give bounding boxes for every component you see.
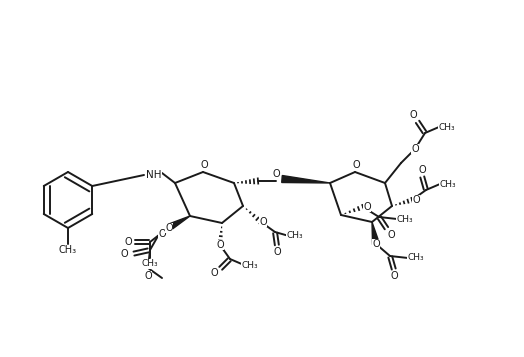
Text: CH₃: CH₃ (440, 180, 456, 188)
Text: O: O (411, 144, 419, 154)
Text: O: O (120, 249, 128, 259)
Text: CH₃: CH₃ (59, 245, 77, 255)
Text: CH₃: CH₃ (408, 253, 424, 262)
Text: O: O (273, 247, 281, 257)
Text: O: O (387, 230, 395, 240)
Text: CH₃: CH₃ (397, 215, 413, 223)
Text: O: O (412, 195, 420, 205)
Text: CH₃: CH₃ (439, 122, 455, 131)
Text: O: O (272, 169, 280, 179)
Text: CH₃: CH₃ (242, 261, 258, 270)
Polygon shape (166, 216, 190, 231)
Polygon shape (282, 176, 330, 183)
Text: O: O (158, 229, 166, 239)
Text: CH₃: CH₃ (141, 260, 158, 268)
Text: O: O (352, 160, 360, 170)
Text: O: O (390, 271, 398, 281)
Text: CH₃: CH₃ (287, 231, 303, 241)
Text: O: O (372, 239, 380, 249)
Text: O: O (200, 160, 208, 170)
Text: O: O (259, 217, 267, 227)
Text: O: O (165, 223, 173, 233)
Text: O: O (124, 237, 132, 247)
Polygon shape (372, 222, 379, 245)
Text: O: O (363, 202, 371, 212)
Text: O: O (418, 165, 426, 175)
Text: NH: NH (146, 170, 162, 180)
Text: O: O (210, 268, 218, 278)
Text: O: O (216, 240, 224, 250)
Text: O: O (409, 110, 417, 120)
Text: O: O (144, 271, 152, 281)
